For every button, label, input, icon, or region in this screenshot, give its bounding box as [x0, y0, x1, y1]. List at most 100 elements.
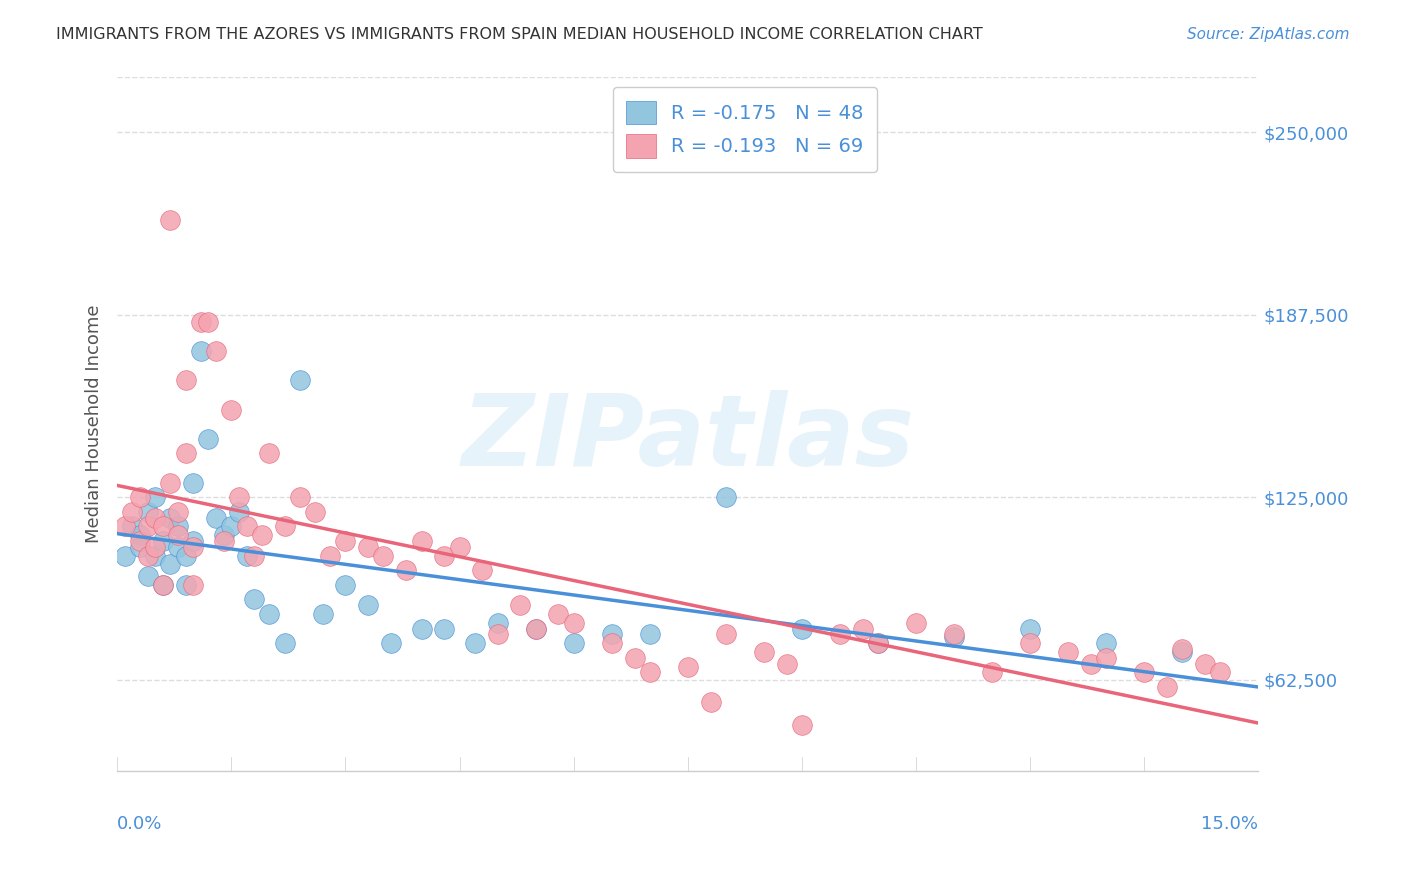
Point: [1194, 657, 1216, 671]
Legend: R = -0.175   N = 48, R = -0.193   N = 69: R = -0.175 N = 48, R = -0.193 N = 69: [613, 87, 877, 171]
Point: [335, 534, 357, 549]
Point: [311, 607, 333, 621]
Point: [212, 528, 235, 542]
Point: [143, 510, 166, 524]
Point: [181, 534, 204, 549]
Point: [524, 622, 547, 636]
Point: [288, 373, 311, 387]
Point: [776, 657, 799, 671]
Point: [181, 578, 204, 592]
Point: [174, 373, 197, 387]
Point: [174, 446, 197, 460]
Point: [1209, 665, 1232, 680]
Point: [304, 505, 326, 519]
Point: [866, 636, 889, 650]
Point: [159, 558, 181, 572]
Point: [273, 636, 295, 650]
Point: [411, 534, 433, 549]
Point: [509, 599, 531, 613]
Point: [981, 665, 1004, 680]
Point: [205, 510, 228, 524]
Point: [380, 636, 402, 650]
Point: [562, 636, 585, 650]
Point: [1080, 657, 1102, 671]
Point: [221, 402, 243, 417]
Point: [486, 615, 509, 630]
Point: [152, 578, 174, 592]
Point: [600, 627, 623, 641]
Text: IMMIGRANTS FROM THE AZORES VS IMMIGRANTS FROM SPAIN MEDIAN HOUSEHOLD INCOME CORR: IMMIGRANTS FROM THE AZORES VS IMMIGRANTS…: [56, 27, 983, 42]
Point: [174, 549, 197, 563]
Point: [449, 540, 471, 554]
Point: [273, 519, 295, 533]
Point: [464, 636, 486, 650]
Point: [357, 599, 380, 613]
Point: [152, 519, 174, 533]
Point: [190, 344, 212, 359]
Point: [143, 490, 166, 504]
Text: 15.0%: 15.0%: [1202, 814, 1258, 833]
Point: [1057, 645, 1080, 659]
Point: [228, 490, 250, 504]
Point: [1095, 651, 1118, 665]
Point: [212, 534, 235, 549]
Point: [167, 528, 190, 542]
Point: [1156, 680, 1178, 694]
Point: [1171, 645, 1194, 659]
Point: [129, 540, 152, 554]
Point: [524, 622, 547, 636]
Point: [235, 549, 257, 563]
Y-axis label: Median Household Income: Median Household Income: [86, 305, 103, 543]
Point: [121, 505, 143, 519]
Point: [129, 490, 152, 504]
Point: [159, 212, 181, 227]
Point: [250, 528, 273, 542]
Point: [152, 578, 174, 592]
Point: [373, 549, 395, 563]
Text: 0.0%: 0.0%: [117, 814, 163, 833]
Point: [143, 549, 166, 563]
Point: [1019, 622, 1042, 636]
Point: [676, 659, 699, 673]
Point: [1133, 665, 1156, 680]
Point: [243, 592, 266, 607]
Point: [114, 519, 136, 533]
Point: [471, 563, 494, 577]
Point: [714, 490, 737, 504]
Point: [129, 534, 152, 549]
Point: [562, 615, 585, 630]
Point: [335, 578, 357, 592]
Text: ZIPatlas: ZIPatlas: [461, 390, 914, 487]
Point: [167, 505, 190, 519]
Point: [197, 315, 219, 329]
Point: [114, 549, 136, 563]
Point: [752, 645, 775, 659]
Point: [181, 540, 204, 554]
Point: [205, 344, 228, 359]
Text: Source: ZipAtlas.com: Source: ZipAtlas.com: [1187, 27, 1350, 42]
Point: [152, 534, 174, 549]
Point: [433, 622, 456, 636]
Point: [357, 540, 380, 554]
Point: [1019, 636, 1042, 650]
Point: [181, 475, 204, 490]
Point: [699, 695, 721, 709]
Point: [228, 505, 250, 519]
Point: [136, 505, 159, 519]
Point: [547, 607, 569, 621]
Point: [943, 631, 966, 645]
Point: [159, 475, 181, 490]
Point: [259, 446, 281, 460]
Point: [159, 510, 181, 524]
Point: [600, 636, 623, 650]
Point: [1095, 636, 1118, 650]
Point: [943, 627, 966, 641]
Point: [905, 615, 928, 630]
Point: [852, 622, 875, 636]
Point: [167, 540, 190, 554]
Point: [136, 519, 159, 533]
Point: [433, 549, 456, 563]
Point: [319, 549, 342, 563]
Point: [197, 432, 219, 446]
Point: [828, 627, 851, 641]
